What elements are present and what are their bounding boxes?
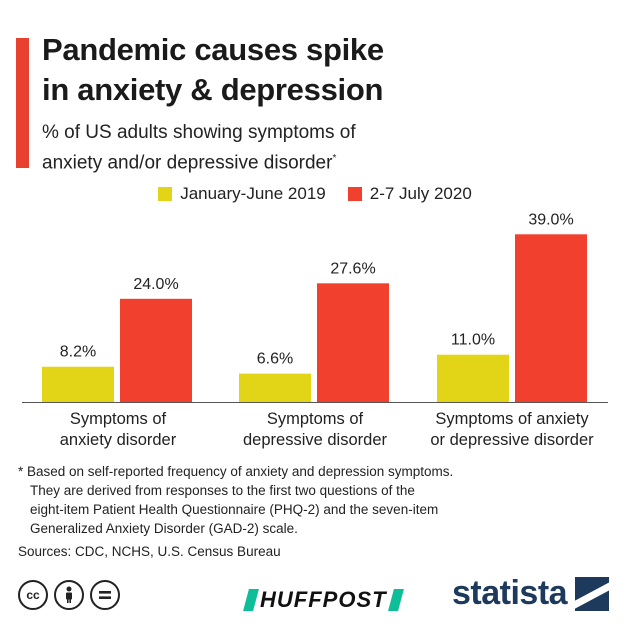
subtitle-line-2-text: anxiety and/or depressive disorder [42, 152, 333, 174]
subtitle-line-2: anxiety and/or depressive disorder* [42, 146, 602, 176]
subtitle-line-1: % of US adults showing symptoms of [42, 122, 356, 143]
data-label-2020-cat-2: 27.6% [330, 260, 375, 277]
data-label-2019-cat-1: 8.2% [60, 344, 96, 361]
category-label-1-line-1: Symptoms of [70, 410, 167, 428]
category-label-2-line-2: depressive disorder [243, 431, 387, 449]
no-derivatives-equals-icon [90, 580, 120, 610]
attribution-person-icon [54, 580, 84, 610]
bar-2020-cat-2 [317, 283, 389, 402]
legend-item-2019: January-June 2019 [158, 184, 326, 204]
chart-subtitle: % of US adults showing symptoms of anxie… [42, 120, 602, 176]
bar-2019-cat-3 [437, 354, 509, 402]
category-label-3-line-1: Symptoms of anxiety [435, 410, 589, 428]
data-label-2019-cat-2: 6.6% [257, 351, 293, 368]
huffpost-slash-right [387, 589, 404, 611]
footnote-line-2: They are derived from responses to the f… [30, 483, 415, 498]
huffpost-slash-left [243, 589, 259, 611]
bar-chart: 8.2% 24.0% Symptoms of anxiety disorder 6.6%… [22, 211, 608, 449]
chart-legend: January-June 2019 2-7 July 2020 [0, 184, 630, 204]
legend-swatch-2020 [347, 187, 362, 201]
statista-mark-icon [575, 576, 610, 611]
bar-2019-cat-2 [239, 373, 311, 402]
statista-wordmark: statista [452, 574, 568, 612]
legend-swatch-2019 [158, 187, 173, 201]
footnote-line-4: Generalized Anxiety Disorder (GAD-2) sca… [30, 521, 298, 536]
legend-item-2020: 2-7 July 2020 [347, 184, 472, 204]
bar-2020-cat-1 [120, 298, 192, 402]
footnote-line-3: eight-item Patient Health Questionnaire … [30, 502, 439, 517]
creative-commons-icon: cc [18, 580, 48, 610]
subtitle-footnote-mark: * [332, 153, 337, 164]
bar-2020-cat-3 [515, 234, 587, 402]
category-label-1-line-2: anxiety disorder [60, 431, 177, 449]
bar-2019-cat-1 [42, 366, 114, 402]
data-label-2020-cat-3: 39.0% [528, 211, 573, 228]
title-line-2: in anxiety & depression [42, 72, 384, 107]
category-label-2-line-1: Symptoms of [267, 410, 364, 428]
license-icons: cc [18, 580, 120, 610]
legend-label-2020: 2-7 July 2020 [369, 184, 472, 203]
title-line-1: Pandemic causes spike [42, 32, 384, 67]
sources-text: Sources: CDC, NCHS, U.S. Census Bureau [18, 544, 281, 559]
footnote-line-1: * Based on self-reported frequency of an… [18, 464, 454, 479]
footnote: * Based on self-reported frequency of an… [18, 462, 618, 538]
data-label-2020-cat-1: 24.0% [133, 276, 178, 293]
category-label-3-line-2: or depressive disorder [430, 431, 594, 449]
legend-label-2019: January-June 2019 [180, 184, 326, 203]
data-label-2019-cat-3: 11.0% [451, 332, 495, 349]
title-accent-bar [16, 38, 29, 168]
statista-logo: statista [452, 574, 610, 613]
chart-title: Pandemic causes spike in anxiety & depre… [42, 30, 602, 110]
huffpost-wordmark: HUFFPOST [260, 587, 387, 612]
huffpost-logo: HUFFPOST [243, 587, 404, 612]
